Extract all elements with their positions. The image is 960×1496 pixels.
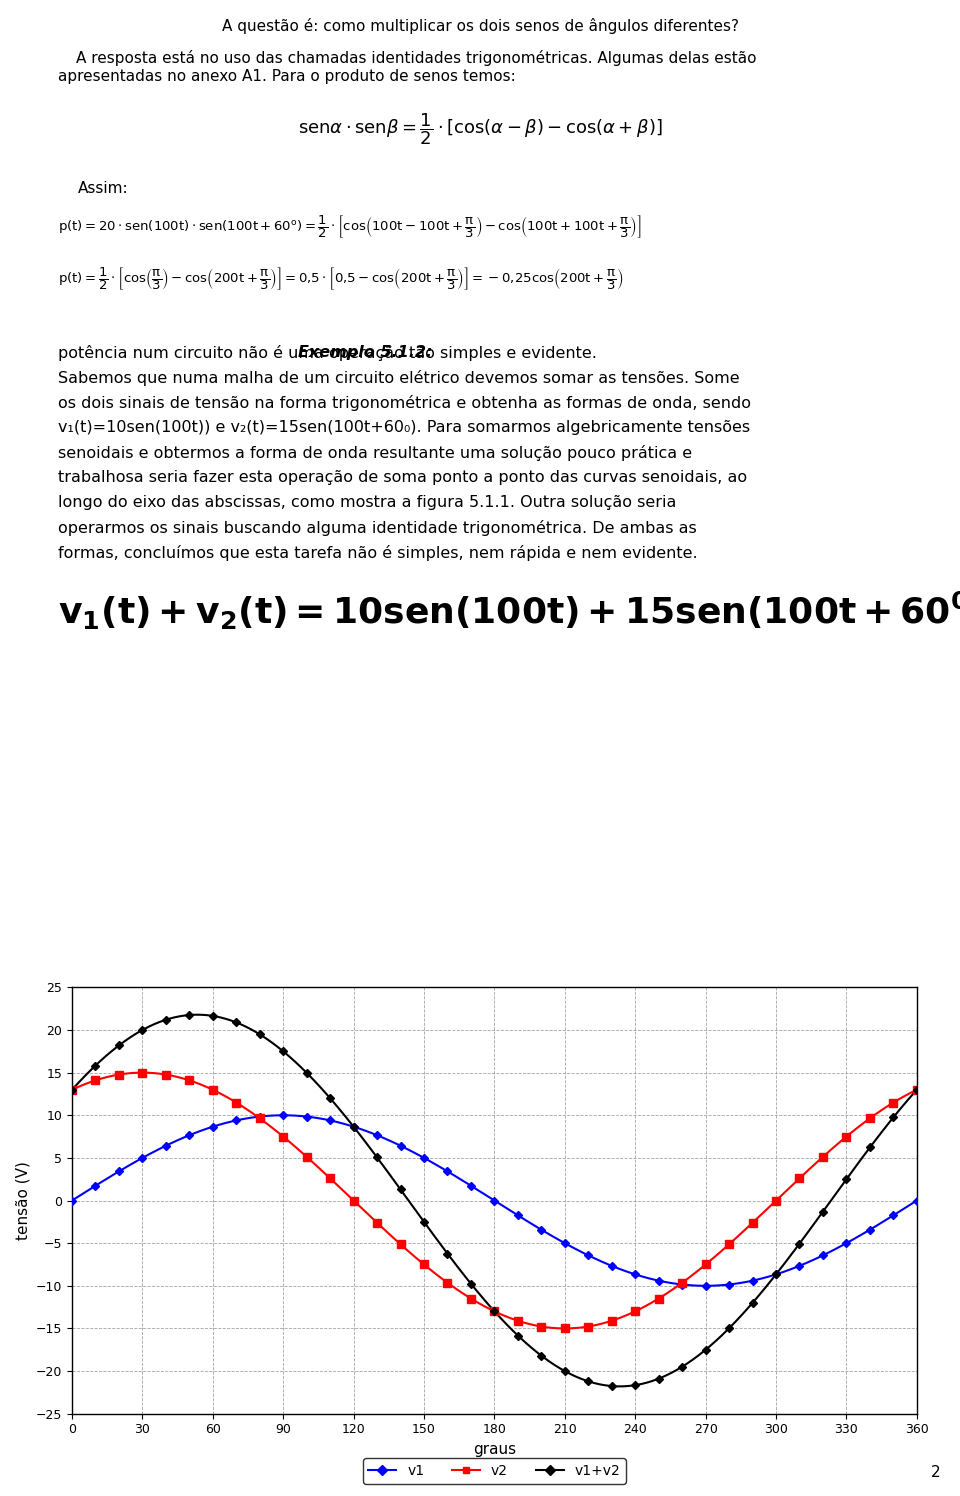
Text: potência num circuito não é uma operação tão simples e evidente.: potência num circuito não é uma operação…: [58, 346, 602, 361]
Text: senoidais e obtermos a forma de onda resultante uma solução pouco prática e: senoidais e obtermos a forma de onda res…: [58, 444, 692, 461]
Text: v₁(t)=10sen(100t)) e v₂(t)=15sen(100t+60₀). Para somarmos algebricamente tensões: v₁(t)=10sen(100t)) e v₂(t)=15sen(100t+60…: [58, 420, 750, 435]
Text: 2: 2: [930, 1465, 940, 1480]
X-axis label: graus: graus: [473, 1442, 516, 1457]
Text: $\mathrm{p(t) = \dfrac{1}{2} \cdot \left[\cos\!\left(\dfrac{\pi}{3}\right) - \co: $\mathrm{p(t) = \dfrac{1}{2} \cdot \left…: [58, 265, 624, 292]
Text: trabalhosa seria fazer esta operação de soma ponto a ponto das curvas senoidais,: trabalhosa seria fazer esta operação de …: [58, 470, 747, 485]
Legend: v1, v2, v1+v2: v1, v2, v1+v2: [363, 1459, 626, 1484]
Y-axis label: tensão (V): tensão (V): [15, 1161, 31, 1240]
Text: apresentadas no anexo A1. Para o produto de senos temos:: apresentadas no anexo A1. Para o produto…: [58, 69, 516, 84]
Text: $\mathbf{v_1(t) + v_2(t) = 10sen(100t) + 15sen(100t + 60^0\ )}$: $\mathbf{v_1(t) + v_2(t) = 10sen(100t) +…: [58, 589, 960, 633]
Text: $\mathrm{sen}\alpha \cdot \mathrm{sen}\beta = \dfrac{1}{2} \cdot \left[\cos(\alp: $\mathrm{sen}\alpha \cdot \mathrm{sen}\b…: [298, 111, 662, 147]
Text: operarmos os sinais buscando alguma identidade trigonométrica. De ambas as: operarmos os sinais buscando alguma iden…: [58, 521, 697, 536]
Text: Exemplo 5.1.2:: Exemplo 5.1.2:: [298, 346, 432, 361]
Text: A resposta está no uso das chamadas identidades trigonométricas. Algumas delas e: A resposta está no uso das chamadas iden…: [76, 49, 756, 66]
Text: A questão é: como multiplicar os dois senos de ângulos diferentes?: A questão é: como multiplicar os dois se…: [222, 18, 738, 34]
Text: formas, concluímos que esta tarefa não é simples, nem rápida e nem evidente.: formas, concluímos que esta tarefa não é…: [58, 545, 698, 561]
Text: os dois sinais de tensão na forma trigonométrica e obtenha as formas de onda, se: os dois sinais de tensão na forma trigon…: [58, 395, 751, 411]
Text: longo do eixo das abscissas, como mostra a figura 5.1.1. Outra solução seria: longo do eixo das abscissas, como mostra…: [58, 495, 677, 510]
Text: Sabemos que numa malha de um circuito elétrico devemos somar as tensões. Some: Sabemos que numa malha de um circuito el…: [58, 370, 739, 386]
Text: Assim:: Assim:: [78, 181, 129, 196]
Text: $\mathrm{p(t) = 20 \cdot sen(100t) \cdot sen(100t + 60^o) = \dfrac{1}{2} \cdot \: $\mathrm{p(t) = 20 \cdot sen(100t) \cdot…: [58, 212, 641, 239]
